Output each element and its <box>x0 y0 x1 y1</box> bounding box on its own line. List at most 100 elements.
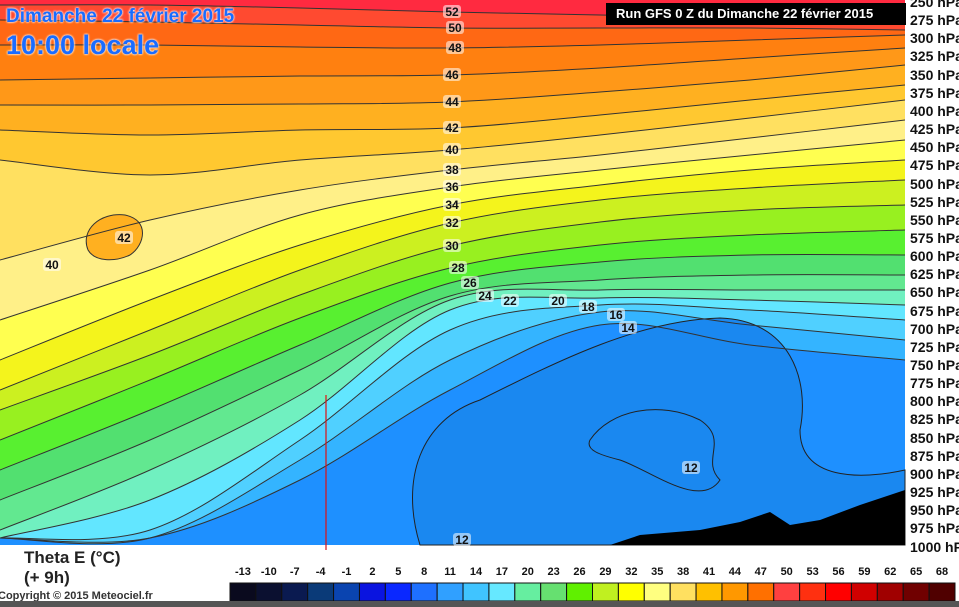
legend-swatch <box>695 582 723 602</box>
contour-label-bg <box>443 121 461 134</box>
contour-label-bg <box>449 261 467 274</box>
contour-label: 28 <box>451 261 465 275</box>
pressure-tick-label: 375 hPa <box>910 84 959 101</box>
contour-label: 38 <box>445 163 459 177</box>
legend-swatch <box>514 582 542 602</box>
legend-swatch <box>307 582 335 602</box>
contour-label: 32 <box>445 216 459 230</box>
contour-label-bg <box>443 68 461 81</box>
pressure-tick-label: 775 hPa <box>910 375 959 392</box>
contour-label: 20 <box>551 294 565 308</box>
contour-label-bg <box>682 461 700 474</box>
variable-name: Theta E (°C) <box>24 548 121 567</box>
pressure-tick-label: 600 hPa <box>910 248 959 265</box>
contour-label-bg <box>607 308 625 321</box>
contour-label: 14 <box>621 321 635 335</box>
legend-swatch <box>333 582 360 602</box>
copyright: Copyright © 2015 Meteociel.fr <box>0 590 153 602</box>
contour-label: 42 <box>117 231 131 245</box>
bottom-border <box>0 601 959 607</box>
legend-swatch <box>229 582 257 602</box>
pressure-tick-label: 575 hPa <box>910 229 959 246</box>
legend-swatch <box>799 582 827 602</box>
contour-line-24 <box>0 274 905 501</box>
legend-label: 35 <box>651 566 664 578</box>
legend-label: 38 <box>677 566 690 578</box>
pressure-tick-label: 450 hPa <box>910 139 959 156</box>
contour-label-bg <box>443 239 461 252</box>
pressure-tick-label: 850 hPa <box>910 429 959 446</box>
pressure-tick-label: 275 hPa <box>910 12 959 29</box>
legend-swatch <box>928 582 956 602</box>
contour-label-bg <box>443 95 461 108</box>
legend-swatch <box>255 582 283 602</box>
legend-label: 11 <box>444 566 456 578</box>
contour-label: 42 <box>445 121 459 135</box>
pressure-tick-label: 625 hPa <box>910 266 959 283</box>
pressure-tick-label: 300 hPa <box>910 30 959 47</box>
contour-42-pool <box>85 214 143 261</box>
contour-label-bg <box>501 294 519 307</box>
contour-label: 26 <box>463 276 477 290</box>
contour-label: 34 <box>445 198 459 212</box>
contour-label-bg <box>453 533 471 546</box>
legend-label: -1 <box>341 566 352 578</box>
pressure-tick-label: 675 hPa <box>910 302 959 319</box>
legend-swatch <box>540 582 568 602</box>
contour-label: 52 <box>445 5 459 19</box>
legend-label: 29 <box>599 566 612 578</box>
terrain <box>610 490 905 545</box>
legend-swatch <box>643 582 671 602</box>
contour-line-16 <box>0 310 905 545</box>
legend-swatch <box>488 582 516 602</box>
contour-12-inner <box>588 409 721 492</box>
contour-label-bg <box>43 258 61 271</box>
legend-swatch <box>384 582 412 602</box>
run-label: Run GFS 0 Z du Dimanche 22 février 2015 <box>606 3 906 25</box>
legend-swatch <box>358 582 386 602</box>
contour-label-bg <box>549 294 567 307</box>
legend-label: 68 <box>935 566 949 578</box>
legend-label: 56 <box>832 566 845 578</box>
legend-swatch <box>850 582 878 602</box>
legend-label: 26 <box>573 566 586 578</box>
contour-label: 36 <box>445 180 459 194</box>
legend-swatch <box>773 582 801 602</box>
legend-swatch <box>410 582 438 602</box>
legend-label: 50 <box>780 566 793 578</box>
contour-label-bg <box>446 21 464 34</box>
legend-label: -4 <box>315 566 326 578</box>
contour-label-bg <box>115 231 133 244</box>
contour-label: 46 <box>445 68 459 82</box>
legend-label: 20 <box>521 566 534 578</box>
pressure-tick-label: 350 hPa <box>910 66 959 83</box>
pressure-tick-label: 925 hPa <box>910 484 959 501</box>
contour-label: 30 <box>445 239 459 253</box>
contour-label: 48 <box>448 41 462 55</box>
contour-label: 18 <box>581 300 595 314</box>
pressure-tick-label: 825 hPa <box>910 411 959 428</box>
pressure-tick-label: 975 hPa <box>910 520 959 537</box>
contour-label: 24 <box>478 289 492 303</box>
contour-label-bg <box>443 163 461 176</box>
contour-label-bg <box>443 216 461 229</box>
contour-label: 40 <box>45 258 59 272</box>
contour-line-22 <box>0 288 905 531</box>
legend-label: -7 <box>289 566 300 578</box>
pressure-tick-label: 250 hPa <box>910 0 959 10</box>
legend-swatch <box>669 582 697 602</box>
legend-label: 44 <box>728 566 742 578</box>
lead-time: (+ 9h) <box>24 568 70 587</box>
legend-label: 2 <box>369 566 376 578</box>
pressure-tick-label: 700 hPa <box>910 320 959 337</box>
legend-swatch <box>747 582 775 602</box>
legend-label: 59 <box>858 566 871 578</box>
pressure-tick-label: 425 hPa <box>910 121 959 138</box>
legend-label: -10 <box>260 566 277 578</box>
legend-swatch <box>876 582 904 602</box>
legend-label: -13 <box>234 566 251 578</box>
legend-swatch <box>436 582 464 602</box>
legend-label: 65 <box>910 566 923 578</box>
